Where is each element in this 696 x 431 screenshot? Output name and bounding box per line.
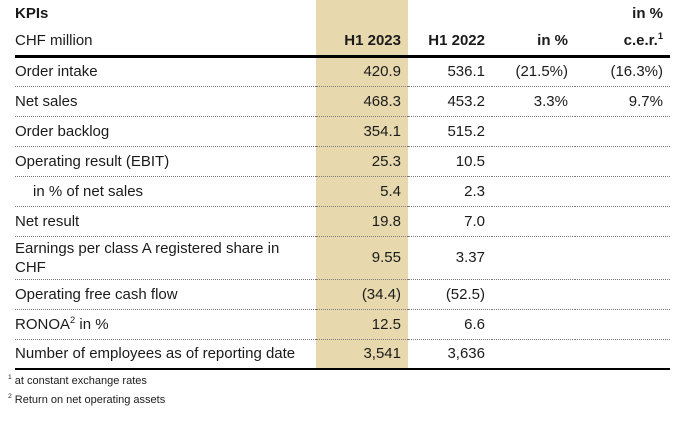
cell-h1-2022: 3,636 xyxy=(408,339,492,370)
cell-h1-2022: 453.2 xyxy=(408,86,492,117)
cell-h1-2023: 25.3 xyxy=(316,146,408,177)
cer-footnote-marker: 1 xyxy=(657,31,663,42)
table-row: in % of net sales 5.4 2.3 xyxy=(15,176,670,207)
cell-in-pct xyxy=(492,146,575,177)
cell-h1-2023: 12.5 xyxy=(316,309,408,340)
row-label: Order intake xyxy=(15,56,316,87)
row-label: RONOA2 in % xyxy=(15,309,316,340)
cell-cer xyxy=(575,236,670,280)
page-title: KPIs xyxy=(15,5,49,22)
cell-h1-2023: 5.4 xyxy=(316,176,408,207)
footnote-1-marker: 1 xyxy=(8,374,12,382)
footnote-2-text: Return on net operating assets xyxy=(14,394,166,406)
table-row: Order intake 420.9 536.1 (21.5%) (16.3%) xyxy=(15,56,670,87)
table-row: Operating result (EBIT) 25.3 10.5 xyxy=(15,146,670,177)
cell-h1-2023: (34.4) xyxy=(316,279,408,310)
cell-in-pct xyxy=(492,279,575,310)
cell-h1-2022: 6.6 xyxy=(408,309,492,340)
cell-cer xyxy=(575,116,670,147)
footnote-2-marker: 2 xyxy=(8,393,12,401)
cell-cer xyxy=(575,146,670,177)
cell-h1-2023: 9.55 xyxy=(316,236,408,280)
spacer-cell xyxy=(408,0,492,27)
cell-h1-2023: 420.9 xyxy=(316,56,408,87)
cell-h1-2022: 10.5 xyxy=(408,146,492,177)
cell-cer xyxy=(575,339,670,370)
cell-h1-2022: 7.0 xyxy=(408,206,492,237)
row-label: Earnings per class A registered share in… xyxy=(15,236,316,280)
table-row: Number of employees as of reporting date… xyxy=(15,339,670,370)
row-label: Number of employees as of reporting date xyxy=(15,339,316,370)
footnote-1-text: at constant exchange rates xyxy=(14,375,147,387)
cell-h1-2022: (52.5) xyxy=(408,279,492,310)
column-header-cer: c.e.r.1 xyxy=(575,27,670,58)
footnote-1: 1 at constant exchange rates xyxy=(8,374,696,389)
column-header-h1-2022: H1 2022 xyxy=(408,27,492,58)
table-row: Order backlog 354.1 515.2 xyxy=(15,116,670,147)
table-row: Net sales 468.3 453.2 3.3% 9.7% xyxy=(15,86,670,117)
row-label: Operating free cash flow xyxy=(15,279,316,310)
highlight-column-band xyxy=(316,0,408,27)
cell-cer xyxy=(575,206,670,237)
cell-in-pct xyxy=(492,309,575,340)
cell-cer xyxy=(575,176,670,207)
column-header-h1-2023: H1 2023 xyxy=(316,27,408,58)
cell-in-pct xyxy=(492,236,575,280)
cell-in-pct xyxy=(492,206,575,237)
table-row: Earnings per class A registered share in… xyxy=(15,236,670,280)
cell-in-pct xyxy=(492,176,575,207)
cell-h1-2023: 3,541 xyxy=(316,339,408,370)
cell-h1-2023: 468.3 xyxy=(316,86,408,117)
cell-h1-2023: 19.8 xyxy=(316,206,408,237)
cell-in-pct xyxy=(492,116,575,147)
cer-label: c.e.r. xyxy=(623,32,658,50)
table-row: Net result 19.8 7.0 xyxy=(15,206,670,237)
footnotes: 1 at constant exchange rates 2 Return on n… xyxy=(8,374,696,408)
spacer-cell xyxy=(492,0,575,27)
cell-cer xyxy=(575,279,670,310)
column-header-in-pct: in % xyxy=(492,27,575,58)
row-label: Net sales xyxy=(15,86,316,117)
unit-label: CHF million xyxy=(15,27,316,58)
header-row: CHF million H1 2023 H1 2022 in % c.e.r.1 xyxy=(15,27,670,58)
row-label: Operating result (EBIT) xyxy=(15,146,316,177)
table-body: Order intake 420.9 536.1 (21.5%) (16.3%)… xyxy=(15,56,670,370)
cell-cer xyxy=(575,309,670,340)
top-right-unit-label: in % xyxy=(632,5,663,22)
row-label: Net result xyxy=(15,206,316,237)
title-row: KPIs in % xyxy=(15,0,670,27)
kpi-table: KPIs in % CHF million H1 2023 H1 2022 in… xyxy=(15,0,670,370)
footnote-2: 2 Return on net operating assets xyxy=(8,393,696,408)
cell-h1-2022: 536.1 xyxy=(408,56,492,87)
cell-h1-2022: 515.2 xyxy=(408,116,492,147)
cell-in-pct: 3.3% xyxy=(492,86,575,117)
cell-cer: (16.3%) xyxy=(575,56,670,87)
cell-h1-2022: 2.3 xyxy=(408,176,492,207)
cell-h1-2023: 354.1 xyxy=(316,116,408,147)
row-label: in % of net sales xyxy=(15,176,316,207)
cell-h1-2022: 3.37 xyxy=(408,236,492,280)
table-row: Operating free cash flow (34.4) (52.5) xyxy=(15,279,670,310)
cell-in-pct: (21.5%) xyxy=(492,56,575,87)
row-label: Order backlog xyxy=(15,116,316,147)
cell-cer: 9.7% xyxy=(575,86,670,117)
table-row: RONOA2 in % 12.5 6.6 xyxy=(15,309,670,340)
cell-in-pct xyxy=(492,339,575,370)
